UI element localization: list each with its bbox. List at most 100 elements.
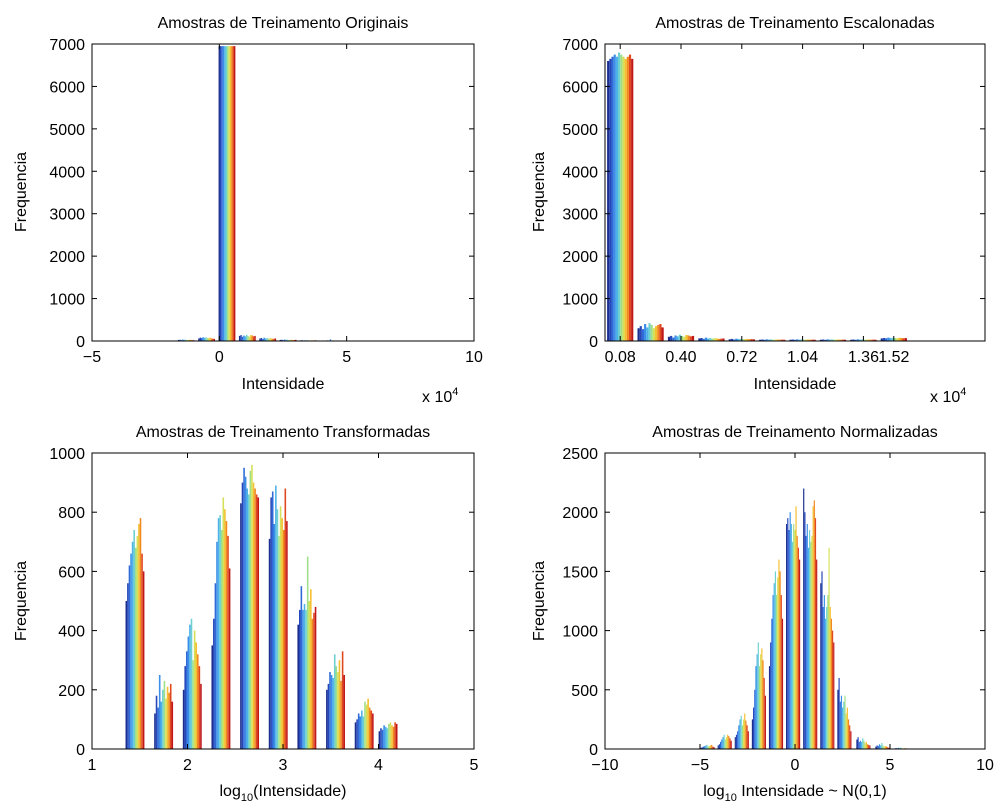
histogram-bar bbox=[777, 577, 779, 749]
histogram-bar bbox=[772, 339, 775, 341]
histogram-bar bbox=[354, 722, 357, 749]
histogram-bar bbox=[300, 586, 303, 749]
histogram-bar bbox=[739, 338, 742, 341]
histogram-bar bbox=[735, 338, 738, 341]
histogram-bar bbox=[271, 338, 274, 341]
histogram-bar bbox=[273, 338, 275, 341]
histogram-bar bbox=[721, 739, 723, 749]
histogram-bar bbox=[904, 338, 907, 341]
histogram-bar bbox=[849, 725, 851, 749]
histogram-bar bbox=[719, 741, 722, 749]
histogram-bar bbox=[133, 529, 135, 749]
histogram-bar bbox=[865, 741, 867, 749]
y-tick-label: 1000 bbox=[49, 446, 85, 463]
histogram-bar bbox=[205, 337, 207, 341]
histogram-bar bbox=[806, 524, 808, 749]
histogram-bar bbox=[136, 535, 139, 749]
histogram-bar bbox=[798, 339, 801, 341]
histogram-bar bbox=[226, 46, 229, 342]
histogram-bar bbox=[661, 327, 664, 341]
x-axis-label: Intensidade bbox=[242, 376, 325, 393]
histogram-bar bbox=[737, 731, 739, 749]
histogram-bar bbox=[748, 339, 751, 341]
histogram-bar bbox=[249, 470, 252, 749]
y-tick-layer: 0 1000 2000 3000 4000 5000 6000 7000 bbox=[49, 37, 474, 351]
histogram-bar bbox=[362, 716, 365, 749]
histogram-bar bbox=[283, 339, 286, 341]
histogram-bar bbox=[713, 747, 715, 749]
histogram-bar bbox=[211, 645, 214, 749]
histogram-bar bbox=[282, 529, 285, 749]
histogram-bar bbox=[279, 506, 282, 749]
histogram-bar bbox=[882, 338, 886, 341]
x-tick-layer: 0.08 0.40 0.72 1.04 1.36 1.52 bbox=[605, 44, 909, 366]
histogram-bar bbox=[648, 323, 651, 341]
histogram-bar bbox=[872, 339, 875, 341]
histogram-bar bbox=[683, 336, 686, 341]
histogram-bar bbox=[302, 609, 304, 749]
histogram-bar bbox=[776, 339, 779, 341]
histogram-bar bbox=[193, 630, 196, 749]
x-tick-label: 1 bbox=[88, 757, 97, 774]
histogram-bar bbox=[356, 719, 358, 749]
histogram-bar bbox=[796, 535, 798, 749]
histogram-bar bbox=[189, 339, 191, 341]
histogram-bar bbox=[674, 335, 677, 341]
histogram-bar bbox=[285, 339, 287, 341]
x-exponent-label: x 104 bbox=[930, 386, 966, 406]
x-tick-label: 10 bbox=[976, 757, 994, 774]
histogram-bar bbox=[326, 689, 328, 749]
histogram-bar bbox=[743, 339, 747, 341]
histogram-bar bbox=[797, 547, 799, 749]
histogram-bar bbox=[774, 339, 777, 341]
histogram-bar bbox=[367, 698, 369, 749]
histogram-bar bbox=[182, 339, 184, 341]
histogram-bar bbox=[772, 595, 774, 749]
histogram-bar bbox=[898, 337, 901, 341]
histogram-bar bbox=[243, 335, 245, 341]
y-axis-label: Frequencia bbox=[531, 561, 548, 641]
histogram-bar bbox=[225, 46, 227, 342]
x-axis-label-log: log bbox=[220, 783, 241, 800]
histogram-bar bbox=[729, 738, 731, 749]
histogram-bar bbox=[335, 666, 338, 749]
histogram-bar bbox=[218, 46, 220, 342]
histogram-bar bbox=[225, 521, 228, 749]
histogram-bar bbox=[678, 334, 681, 341]
histogram-bar bbox=[863, 740, 865, 749]
histogram-bar bbox=[796, 339, 799, 341]
histogram-bar bbox=[185, 651, 188, 749]
y-tick-label: 2000 bbox=[49, 249, 85, 266]
histogram-bar bbox=[759, 339, 762, 341]
histogram-bar bbox=[158, 675, 161, 749]
y-tick-label: 500 bbox=[571, 683, 598, 700]
histogram-bar bbox=[229, 46, 232, 342]
histogram-bar bbox=[310, 589, 312, 749]
histogram-bar bbox=[900, 338, 903, 341]
histogram-bar bbox=[378, 731, 381, 749]
histogram-bar bbox=[767, 339, 771, 341]
histogram-bar bbox=[902, 338, 905, 341]
histogram-bar bbox=[257, 497, 260, 749]
panel-transformadas: Amostras de Treinamento Transformadas 0 2… bbox=[13, 424, 479, 804]
histogram-bar bbox=[192, 660, 194, 749]
histogram-bar bbox=[859, 740, 862, 749]
histogram-bar bbox=[650, 324, 653, 341]
histogram-bar bbox=[222, 46, 225, 342]
histogram-bar bbox=[794, 529, 796, 749]
histogram-bar bbox=[842, 707, 844, 749]
histogram-bar bbox=[812, 506, 814, 749]
bar-layer bbox=[147, 46, 371, 342]
histogram-bar bbox=[803, 488, 805, 749]
histogram-bar bbox=[209, 337, 211, 341]
histogram-bar bbox=[773, 583, 775, 749]
histogram-bar bbox=[213, 338, 215, 341]
histogram-bar bbox=[214, 583, 217, 749]
histogram-bar bbox=[811, 535, 813, 749]
histogram-bar bbox=[727, 734, 729, 749]
histogram-bar bbox=[303, 603, 306, 749]
histogram-bar bbox=[761, 648, 763, 749]
x-tick-label: 0 bbox=[215, 349, 224, 366]
bar-layer bbox=[700, 488, 909, 749]
